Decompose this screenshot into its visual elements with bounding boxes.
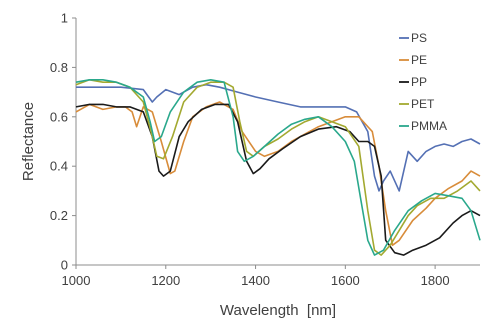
series-line-pe: [75, 101, 481, 246]
y-tick-label: 0.2: [50, 208, 68, 223]
legend-label-pe: PE: [411, 53, 427, 67]
x-tick-label: 1400: [241, 273, 270, 288]
x-tick-label: 1200: [151, 273, 180, 288]
y-axis-label: Reflectance: [20, 102, 37, 181]
x-axis-label: Wavelength [nm]: [220, 302, 336, 319]
plot-frame: [75, 18, 480, 266]
y-tick-label: 0.4: [50, 159, 68, 174]
y-tick-label: 0: [61, 258, 68, 273]
series-line-pet: [75, 79, 481, 256]
y-axis-ticks: 0 0.2 0.4 0.6 0.8 1: [50, 11, 76, 273]
legend: PS PE PP PET PMMA: [393, 26, 478, 136]
legend-label-pmma: PMMA: [411, 119, 447, 133]
y-tick-label: 0.8: [50, 60, 68, 75]
y-tick-label: 1: [61, 11, 68, 26]
x-tick-label: 1000: [62, 273, 91, 288]
legend-label-pet: PET: [411, 97, 435, 111]
series-line-pmma: [75, 79, 481, 256]
legend-box: [393, 26, 478, 136]
x-axis-ticks: 1000 1200 1400 1600 1800: [62, 265, 450, 288]
x-tick-label: 1600: [331, 273, 360, 288]
x-tick-label: 1800: [421, 273, 450, 288]
legend-label-pp: PP: [411, 75, 427, 89]
series-line-ps: [76, 83, 481, 192]
y-tick-label: 0.6: [50, 109, 68, 124]
series-lines: [75, 79, 481, 256]
legend-label-ps: PS: [411, 31, 427, 45]
